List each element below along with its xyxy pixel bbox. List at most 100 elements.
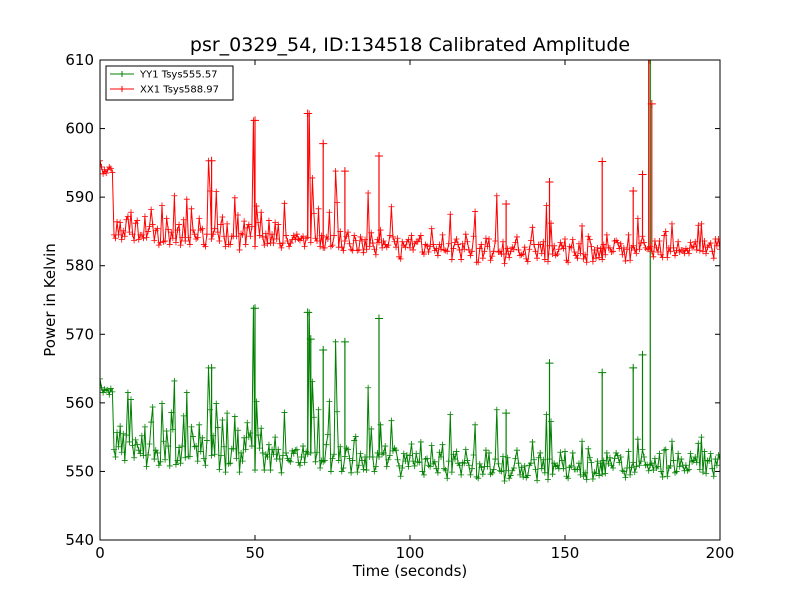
data-point-marker (710, 255, 717, 262)
y-tick-label: 540 (65, 531, 94, 549)
data-point-marker (222, 469, 229, 476)
data-point-marker (134, 441, 141, 448)
data-point-marker (358, 238, 365, 245)
data-point-marker (725, 247, 731, 253)
data-point-marker (196, 421, 203, 428)
data-point-marker (202, 243, 209, 250)
data-point-marker (585, 445, 592, 452)
data-point-marker (490, 466, 497, 473)
data-point-marker (591, 246, 598, 253)
data-point-marker (760, 472, 766, 478)
data-point-marker (278, 469, 285, 476)
data-point-marker (393, 244, 400, 251)
data-point-marker (788, 189, 794, 195)
data-point-marker (558, 242, 565, 249)
data-point-marker (726, 460, 732, 466)
data-point-marker (231, 413, 238, 420)
data-point-marker (233, 233, 240, 240)
data-point-marker (160, 438, 167, 445)
chart-title: psr_0329_54, ID:134518 Calibrated Amplit… (189, 34, 631, 56)
data-point-marker (713, 242, 720, 249)
data-point-marker (363, 246, 370, 253)
data-point-marker (625, 231, 632, 238)
data-point-marker (298, 454, 305, 461)
data-point-marker (346, 455, 353, 462)
data-point-marker (606, 454, 613, 461)
data-point-marker (352, 433, 359, 440)
data-point-marker (417, 438, 424, 445)
data-point-marker (438, 246, 444, 253)
data-point-marker (348, 469, 355, 476)
data-point-marker (486, 235, 493, 242)
data-point-marker (441, 246, 448, 253)
data-point-marker (583, 259, 590, 266)
data-point-marker (283, 449, 289, 456)
data-point-marker (338, 468, 345, 475)
data-point-marker (169, 235, 176, 242)
data-point-marker (740, 252, 746, 258)
data-point-marker (479, 255, 486, 262)
data-point-marker (118, 449, 125, 456)
legend: YY1 Tsys555.57 XX1 Tsys588.97 (105, 65, 234, 101)
data-point-marker (773, 392, 779, 398)
data-point-marker (699, 248, 706, 255)
data-point-marker (664, 254, 671, 261)
data-point-marker (543, 411, 550, 418)
data-point-marker (179, 234, 186, 241)
data-point-marker (216, 238, 223, 245)
data-point-marker (473, 473, 480, 480)
data-point-marker (427, 243, 434, 250)
data-point-marker (713, 462, 720, 469)
data-point-marker (439, 441, 446, 448)
data-point-marker (566, 464, 573, 471)
data-point-marker (481, 248, 488, 255)
data-point-marker (120, 227, 127, 234)
data-point-marker (107, 385, 114, 392)
data-point-marker (248, 223, 255, 230)
data-point-marker (650, 253, 657, 260)
data-point-marker (753, 254, 759, 260)
data-point-marker (177, 460, 184, 467)
data-point-marker (606, 244, 613, 251)
data-point-marker (456, 462, 463, 469)
data-point-marker (312, 235, 319, 242)
data-point-marker (771, 246, 777, 252)
data-point-marker (380, 449, 387, 456)
data-point-marker (523, 255, 530, 262)
data-point-marker (750, 452, 756, 458)
data-point-marker (190, 227, 196, 234)
data-point-marker (238, 230, 245, 237)
data-point-marker (726, 246, 732, 252)
data-point-marker (709, 465, 716, 472)
data-point-marker (551, 242, 558, 249)
data-point-marker (159, 400, 165, 407)
data-point-marker (493, 192, 500, 199)
data-point-marker (698, 220, 705, 227)
data-point-marker (245, 221, 252, 228)
data-point-marker (219, 417, 226, 423)
data-point-marker (745, 238, 751, 244)
data-point-marker (430, 241, 437, 248)
data-point-marker (358, 457, 365, 464)
data-point-marker (287, 458, 294, 465)
data-point-marker (323, 441, 330, 448)
data-point-marker (420, 251, 427, 258)
data-point-marker (301, 243, 308, 250)
data-point-marker (787, 393, 793, 399)
data-point-marker (699, 469, 706, 476)
data-point-marker (527, 460, 534, 467)
data-point-marker (736, 462, 742, 468)
data-point-marker (227, 460, 234, 467)
data-point-marker (602, 251, 609, 258)
x-tick-label: 200 (706, 544, 735, 562)
data-point-marker (746, 466, 752, 472)
data-point-marker (490, 248, 497, 255)
data-point-marker (478, 241, 485, 248)
data-point-marker (577, 471, 584, 478)
spike-marker (207, 156, 216, 165)
data-point-marker (219, 214, 226, 221)
data-point-marker (465, 246, 472, 253)
y-tick-label: 600 (65, 120, 94, 138)
data-point-marker (106, 163, 113, 170)
data-point-marker (117, 423, 124, 430)
